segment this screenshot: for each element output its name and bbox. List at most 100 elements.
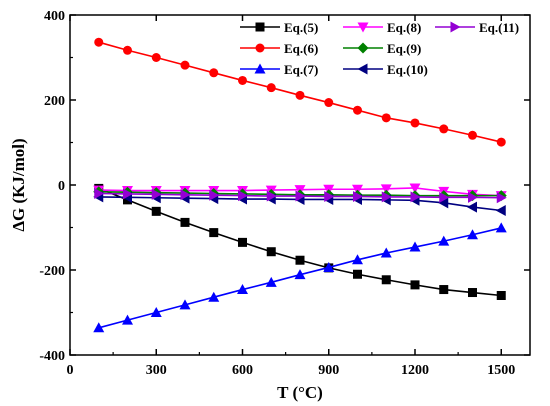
data-point xyxy=(324,190,335,202)
legend-label: Eq.(7) xyxy=(284,62,318,77)
data-point xyxy=(295,90,305,100)
data-point xyxy=(209,189,220,201)
legend-marker xyxy=(357,63,368,75)
data-point xyxy=(353,190,363,202)
legend-entry: Eq.(10) xyxy=(343,62,428,77)
data-point xyxy=(410,118,420,128)
legend-marker xyxy=(357,22,369,33)
data-point xyxy=(409,241,421,252)
data-point xyxy=(151,188,162,200)
legend-label: Eq.(8) xyxy=(387,20,421,35)
series-2 xyxy=(94,37,506,147)
legend-marker xyxy=(254,63,266,74)
data-point xyxy=(353,105,362,115)
data-point xyxy=(495,205,506,216)
data-point xyxy=(237,284,248,295)
data-point xyxy=(410,280,420,290)
series-3 xyxy=(93,222,507,333)
data-point xyxy=(180,189,191,201)
legend-entry: Eq.(6) xyxy=(240,41,318,56)
data-point xyxy=(266,190,277,202)
legend-label: Eq.(9) xyxy=(387,41,421,56)
data-point xyxy=(238,237,247,247)
data-point xyxy=(381,191,392,203)
data-point xyxy=(266,247,276,257)
data-point xyxy=(468,191,478,203)
data-point xyxy=(380,184,392,195)
x-tick-label: 900 xyxy=(318,363,339,378)
legend-label: Eq.(5) xyxy=(284,20,318,35)
legend-marker xyxy=(450,21,461,33)
data-point xyxy=(94,188,105,199)
data-point xyxy=(381,275,391,285)
data-point xyxy=(93,322,105,333)
x-tick-label: 300 xyxy=(146,363,167,378)
y-tick-label: -200 xyxy=(39,264,65,279)
legend-entry: Eq.(11) xyxy=(435,20,519,35)
data-point xyxy=(265,276,277,287)
data-point xyxy=(468,288,477,298)
legend-entry: Eq.(9) xyxy=(343,41,421,56)
data-point xyxy=(323,261,335,272)
series-7 xyxy=(94,188,507,204)
data-point xyxy=(438,235,450,246)
data-point xyxy=(150,307,162,317)
data-point xyxy=(179,299,191,310)
data-point xyxy=(468,130,477,140)
data-point xyxy=(209,68,219,78)
data-point xyxy=(410,191,421,203)
data-point xyxy=(266,83,276,93)
data-point xyxy=(438,197,449,209)
data-point xyxy=(295,255,305,265)
data-point xyxy=(496,192,507,204)
legend-marker xyxy=(255,43,265,53)
data-point xyxy=(122,314,133,325)
data-point xyxy=(409,183,421,194)
data-point xyxy=(238,190,248,202)
legend-label: Eq.(10) xyxy=(387,62,428,77)
x-axis-title: T (°C) xyxy=(277,383,323,402)
y-tick-label: 200 xyxy=(44,94,65,109)
legend-marker xyxy=(357,42,369,54)
data-point xyxy=(496,291,506,300)
data-point xyxy=(295,190,306,202)
data-point xyxy=(123,188,133,200)
data-point xyxy=(380,247,392,258)
data-point xyxy=(495,222,507,233)
legend-label: Eq.(11) xyxy=(479,20,519,35)
data-point xyxy=(180,60,190,70)
data-point xyxy=(439,124,449,134)
data-point xyxy=(209,228,219,238)
data-point xyxy=(496,137,506,147)
data-point xyxy=(94,37,104,47)
legend-entry: Eq.(5) xyxy=(240,20,318,35)
data-point xyxy=(439,191,450,203)
data-point xyxy=(123,45,132,55)
data-point xyxy=(352,254,363,265)
y-tick-label: 0 xyxy=(58,179,65,194)
y-axis-title: ΔG (KJ/mol) xyxy=(9,138,28,231)
x-tick-label: 1200 xyxy=(401,363,429,378)
legend-entry: Eq.(7) xyxy=(240,62,318,77)
legend-entry: Eq.(8) xyxy=(343,20,421,35)
data-point xyxy=(324,98,334,108)
data-point xyxy=(208,291,220,302)
data-point xyxy=(353,269,362,279)
data-point xyxy=(151,53,161,62)
x-tick-label: 600 xyxy=(232,363,253,378)
legend-label: Eq.(6) xyxy=(284,41,318,56)
data-point xyxy=(381,113,391,123)
data-point xyxy=(238,75,247,85)
x-tick-label: 1500 xyxy=(487,363,515,378)
data-point xyxy=(439,285,449,295)
legend-marker xyxy=(255,22,265,32)
x-tick-label: 0 xyxy=(67,363,74,378)
data-point xyxy=(467,229,478,240)
data-point xyxy=(467,201,477,213)
data-point xyxy=(294,269,306,280)
data-point xyxy=(180,217,190,227)
data-point xyxy=(151,206,161,216)
y-tick-label: 400 xyxy=(44,9,65,24)
y-tick-label: -400 xyxy=(39,349,65,364)
